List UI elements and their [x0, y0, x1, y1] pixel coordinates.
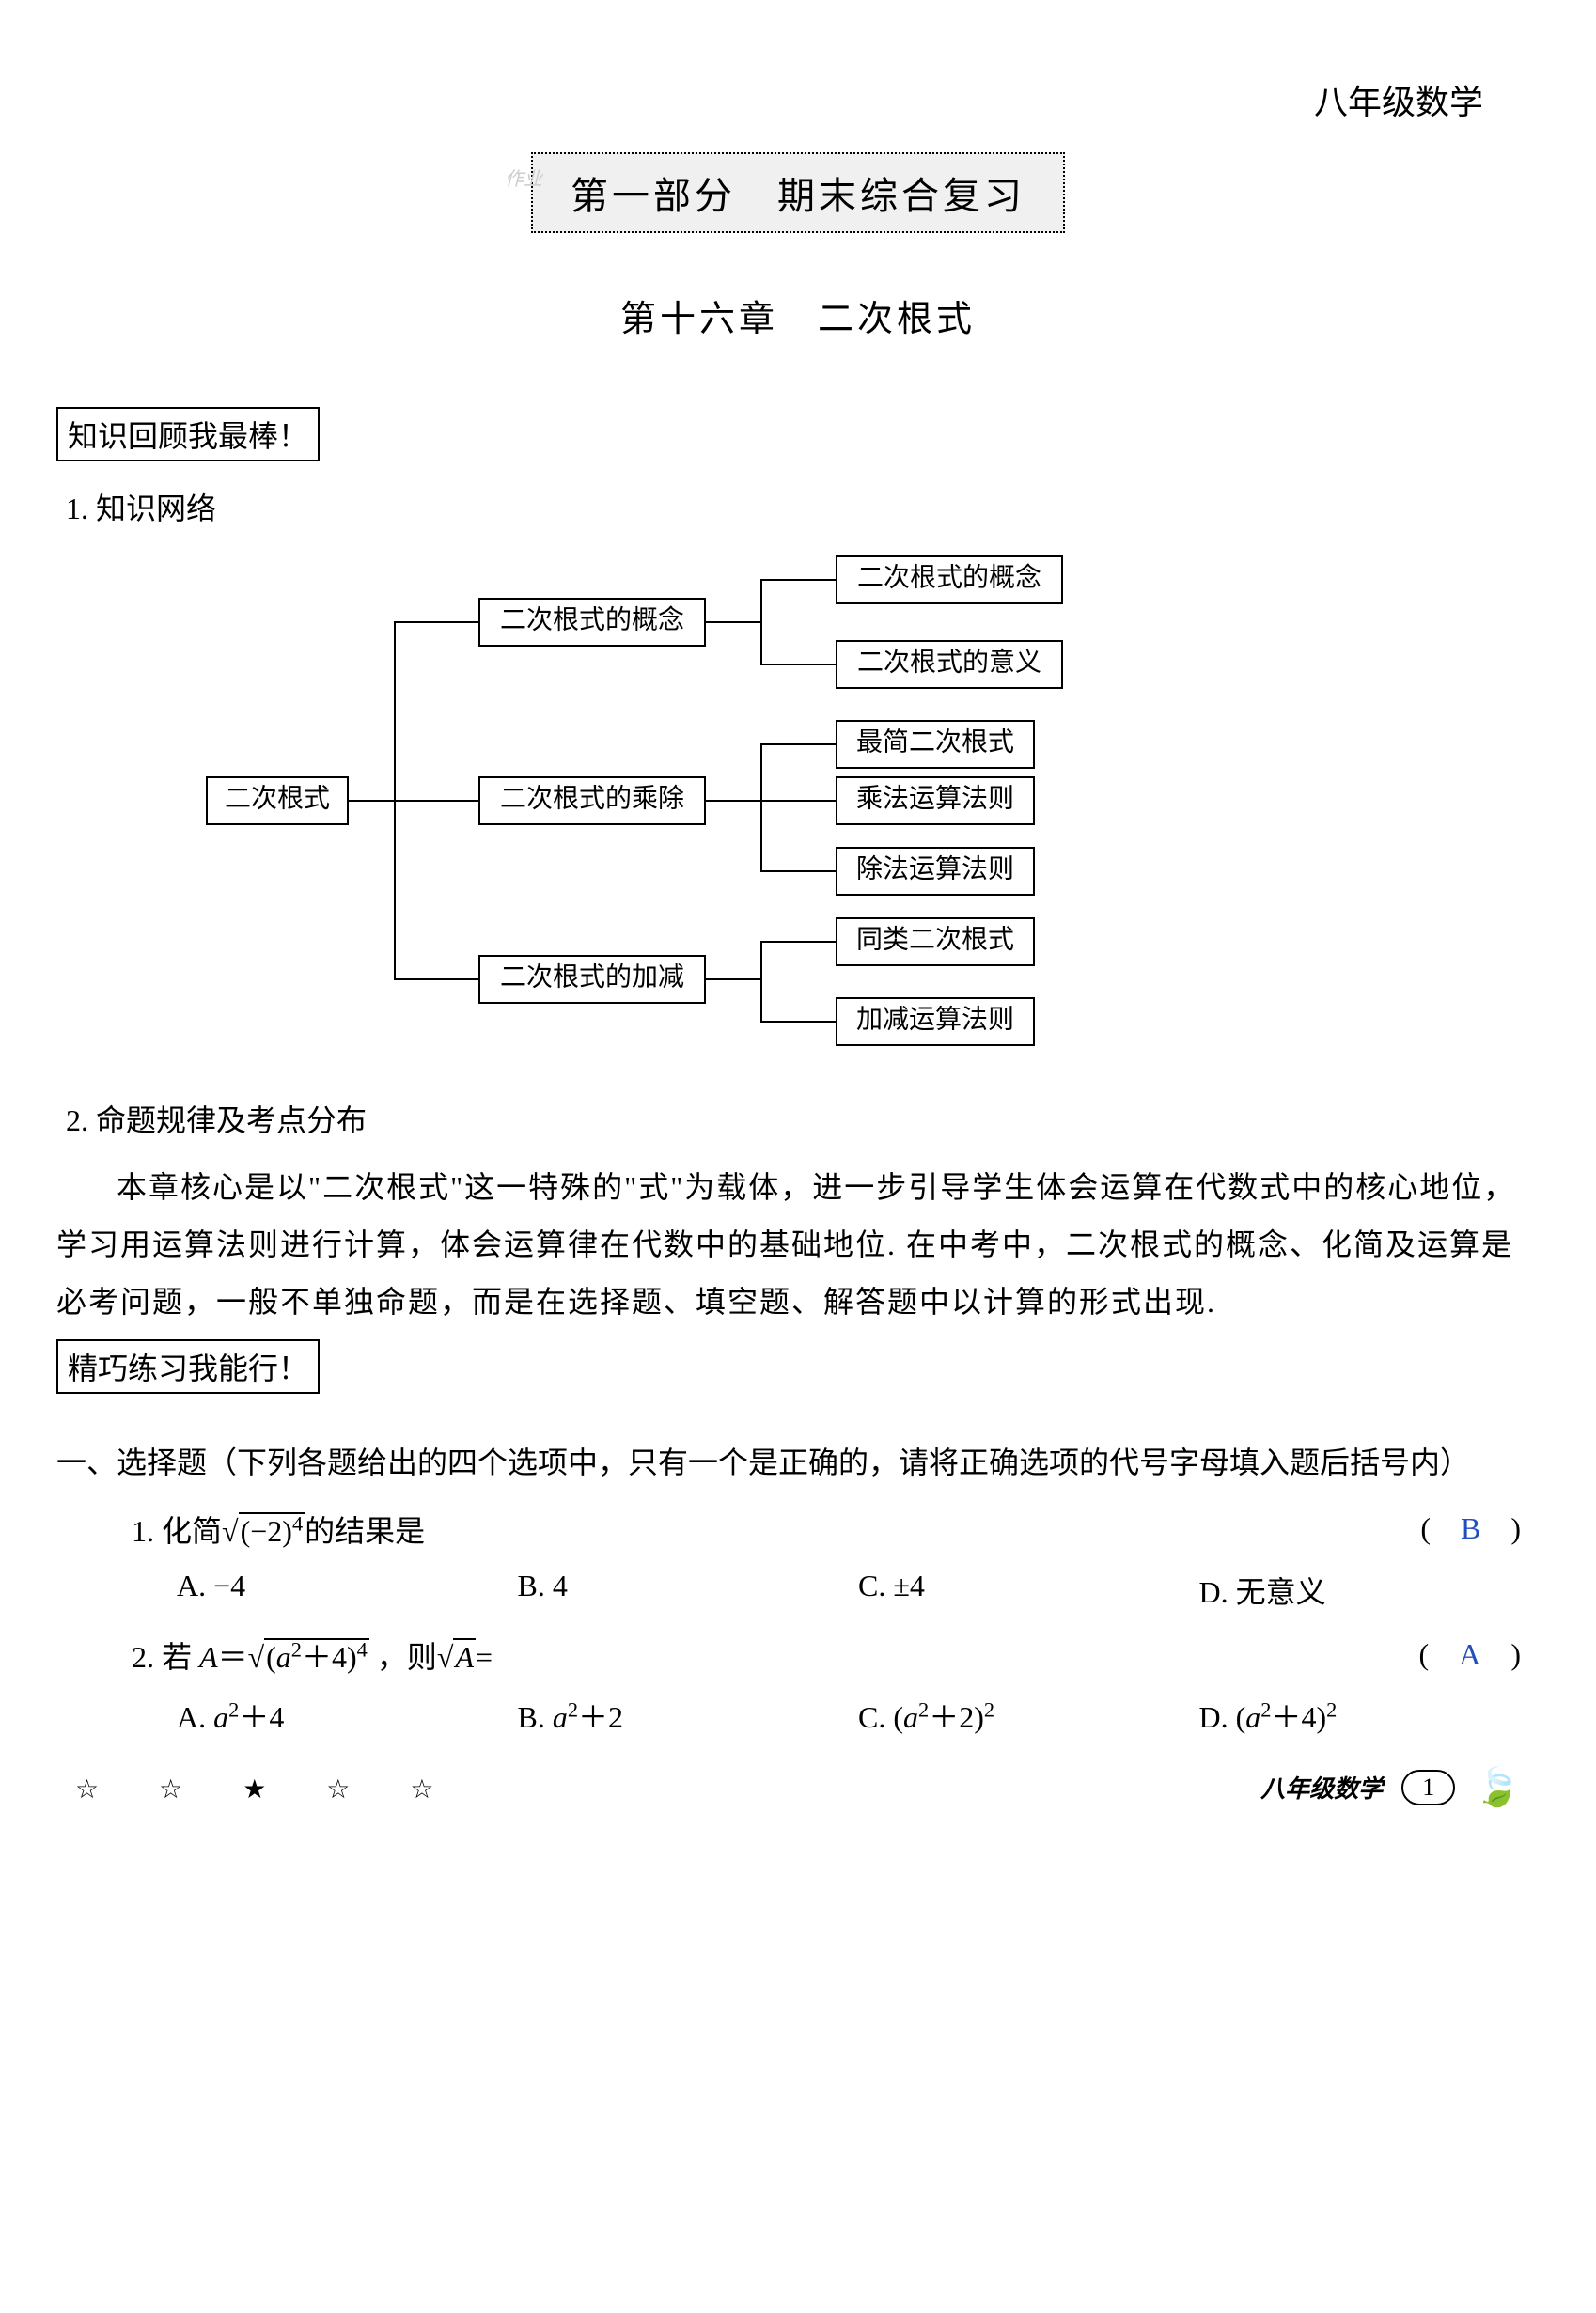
question-section: 一、选择题（下列各题给出的四个选项中，只有一个是正确的，请将正确选项的代号字母填… — [56, 1436, 1540, 1737]
tree-leaf-2-2: 乘法运算法则 — [856, 783, 1014, 813]
footer-stars-icon: ☆ ☆ ★ ☆ ☆ — [75, 1769, 451, 1806]
tree-branch1: 二次根式的概念 — [500, 604, 684, 634]
subsection-2: 2. 命题规律及考点分布 — [66, 1097, 1540, 1140]
question-2: 2. 若 A＝√(a2＋4)4 ，则√A= ( A ) A. a2＋4 B. a… — [56, 1631, 1540, 1738]
q2-answer-bracket: ( A ) — [1419, 1631, 1521, 1674]
q1-answer: B — [1461, 1511, 1480, 1545]
page-footer: ☆ ☆ ★ ☆ ☆ 八年级数学 1 🍃 — [56, 1765, 1540, 1809]
tree-leaf-3-2: 加减运算法则 — [856, 1004, 1014, 1034]
tree-leaf-3-1: 同类二次根式 — [856, 924, 1014, 954]
tree-leaf-2-1: 最简二次根式 — [856, 727, 1014, 757]
subsection-1: 1. 知识网络 — [66, 485, 1540, 528]
q1-text-prefix: 化简 — [162, 1514, 222, 1548]
part-title-box: 作业 第一部分 期末综合复习 — [531, 152, 1065, 233]
category-label: 一、选择题 — [56, 1446, 207, 1479]
q2-opt-a: A. a2＋4 — [177, 1694, 518, 1737]
q1-opt-b: B. 4 — [518, 1569, 859, 1612]
q1-opt-c: C. ±4 — [858, 1569, 1199, 1612]
question-1: 1. 化简√(−2)4的结果是 ( B ) A. −4 B. 4 C. ±4 D… — [56, 1505, 1540, 1612]
leaf-decoration-icon: 🍃 — [1474, 1765, 1521, 1809]
section-header-1: 知识回顾我最棒！ — [56, 407, 320, 461]
q1-answer-bracket: ( B ) — [1420, 1505, 1521, 1548]
q1-opt-a: A. −4 — [177, 1569, 518, 1612]
footer-right: 八年级数学 1 🍃 — [1260, 1765, 1521, 1809]
q2-answer: A — [1459, 1637, 1480, 1671]
q2-opt-d: D. (a2＋4)2 — [1199, 1694, 1541, 1737]
q2-options: A. a2＋4 B. a2＋2 C. (a2＋2)2 D. (a2＋4)2 — [177, 1694, 1540, 1737]
q1-opt-d: D. 无意义 — [1199, 1569, 1541, 1612]
page-number: 1 — [1401, 1770, 1455, 1805]
q1-options: A. −4 B. 4 C. ±4 D. 无意义 — [177, 1569, 1540, 1612]
tree-leaf-1-1: 二次根式的概念 — [857, 562, 1041, 592]
tree-branch3: 二次根式的加减 — [500, 961, 684, 992]
question-category: 一、选择题（下列各题给出的四个选项中，只有一个是正确的，请将正确选项的代号字母填… — [56, 1436, 1540, 1491]
q1-text-suffix: 的结果是 — [305, 1514, 425, 1548]
tree-leaf-1-2: 二次根式的意义 — [857, 647, 1041, 677]
chapter-title: 第十六章 二次根式 — [56, 289, 1540, 341]
footer-subject: 八年级数学 — [1260, 1770, 1383, 1805]
tree-leaf-2-3: 除法运算法则 — [856, 853, 1014, 883]
paragraph-content: 本章核心是以"二次根式"这一特殊的"式"为载体，进一步引导学生体会运算在代数式中… — [56, 1159, 1540, 1330]
section-header-2: 精巧练习我能行！ — [56, 1339, 320, 1394]
q1-number: 1. — [132, 1514, 154, 1548]
watermark-icon: 作业 — [505, 164, 542, 191]
q2-text-suffix: = — [476, 1640, 493, 1674]
tree-branch2: 二次根式的乘除 — [500, 783, 684, 813]
tree-root: 二次根式 — [225, 783, 330, 813]
knowledge-tree: 二次根式 二次根式的概念 二次根式的概念 二次根式的意义 二次根式的乘除 最简二… — [56, 547, 1540, 1059]
q2-opt-c: C. (a2＋2)2 — [858, 1694, 1199, 1737]
q2-opt-b: B. a2＋2 — [518, 1694, 859, 1737]
header-subject: 八年级数学 — [56, 75, 1540, 124]
q2-text-prefix: 若 — [162, 1640, 192, 1674]
q2-number: 2. — [132, 1640, 154, 1674]
part-title: 第一部分 期末综合复习 — [571, 175, 1025, 217]
category-instruction: （下列各题给出的四个选项中，只有一个是正确的，请将正确选项的代号字母填入题后括号… — [207, 1446, 1470, 1479]
